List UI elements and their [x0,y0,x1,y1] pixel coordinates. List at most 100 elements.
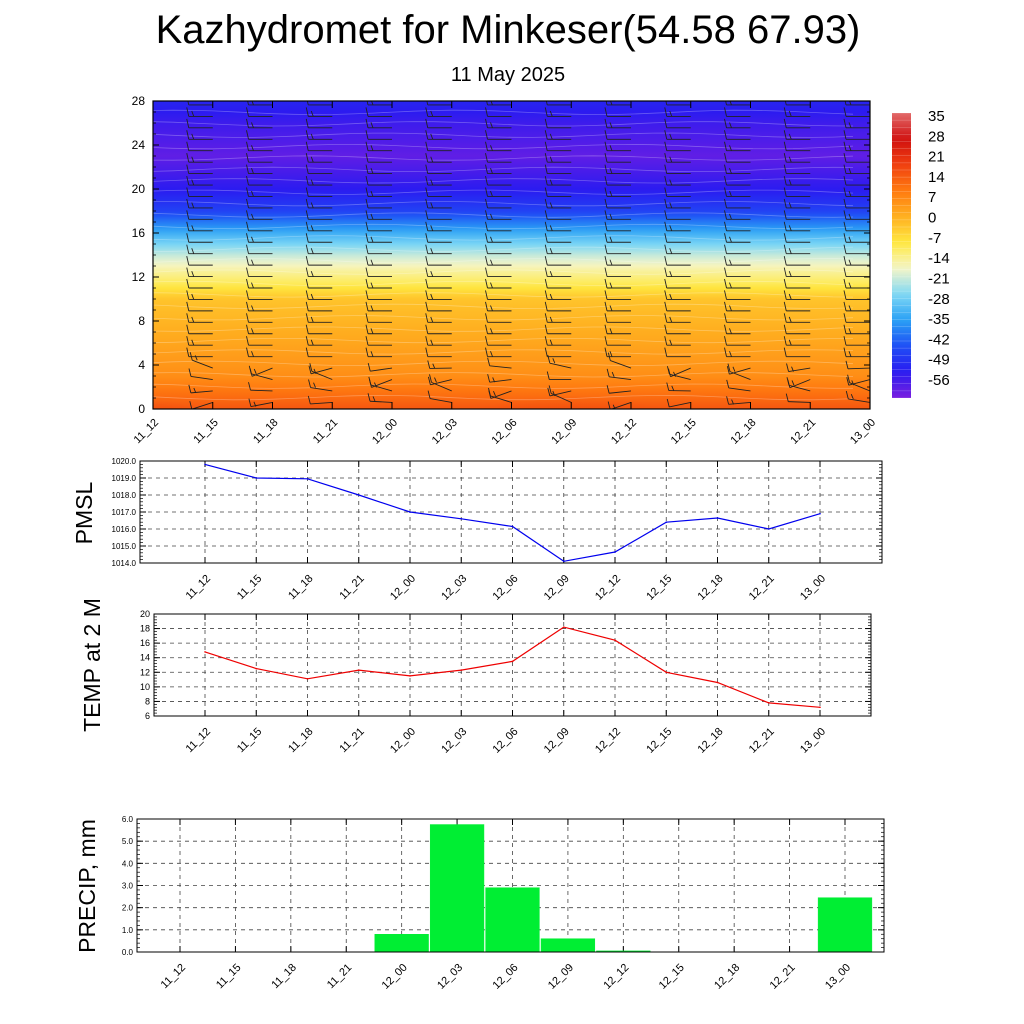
y-axis-label: PRECIP, mm [74,819,100,953]
x-tick-label: 12_15 [669,417,699,447]
pmsl-point [204,463,206,466]
wind-barb [425,233,452,243]
wind-barb [604,324,631,335]
wind-barb [365,336,392,346]
wind-barb [365,313,392,323]
colorbar-label: 28 [928,128,945,145]
y-tick-label: 8 [138,314,145,328]
wind-barb [544,175,572,186]
wind-barb [127,165,153,174]
wind-barb [485,278,512,289]
x-tick-label: 11_12 [184,726,214,756]
x-tick-label: 11_21 [337,573,367,603]
pmsl-point [306,478,309,480]
contour-line [153,246,854,252]
contour-line [153,269,854,275]
wind-barb [604,336,631,346]
temperature-height-panel: 0 4 8 12 16 20 24 28 11_12 11_15 11_18 11_21 12_00 12… [127,94,879,447]
panel-frame-top [136,818,885,953]
wind-barb [604,164,631,175]
wind-barb [783,164,811,175]
wind-barb [664,118,691,129]
pmsl-point [511,525,514,528]
x-tick-label: 12_12 [593,726,623,756]
wind-barb [369,379,393,388]
wind-barb [365,198,392,209]
wind-barb [425,313,452,323]
wind-barb [305,324,333,335]
y-tick-label: 1.0 [122,926,134,935]
wind-barb [606,385,632,394]
wind-barb [246,210,273,220]
wind-barb [545,101,572,106]
wind-barb [305,267,333,278]
wind-barb [604,233,631,243]
wind-barb [843,244,870,255]
x-tick-label: 12_03 [439,573,469,603]
wind-barb [544,301,572,312]
wind-barb [604,175,631,186]
y-tick-label: 4 [138,358,145,372]
wind-barb [544,221,572,232]
wind-barb [843,290,870,300]
wind-barb [544,118,572,129]
colorbar-label: 7 [928,189,936,206]
wind-barb [425,210,452,220]
wind-barb [365,175,392,186]
wind-barb [246,336,273,346]
temp-point [665,671,668,674]
wind-barb [305,198,333,209]
contour-line [153,166,854,173]
wind-barb [783,118,811,129]
wind-barb [365,187,392,197]
wind-barb [485,324,512,335]
wind-barb [604,107,631,117]
wind-barb [724,175,751,186]
wind-barb [843,164,870,175]
wind-barb [485,301,512,312]
precip-bar [817,897,873,953]
temp-point [409,675,411,677]
wind-barb [546,371,572,380]
wind-barb [604,221,631,232]
x-tick-label: 12_09 [546,962,576,992]
contour-line [153,383,853,389]
wind-barb [186,107,213,117]
wind-barb [485,198,512,209]
temp-point [819,706,821,709]
y-tick-label: 4.0 [122,859,134,868]
contour-line [153,143,854,150]
wind-barb [246,198,273,209]
wind-barb [783,313,811,323]
wind-barb [783,210,811,220]
y-tick-label: 1017.0 [112,508,137,517]
colorbar-label: -28 [928,291,950,308]
wind-barb [724,221,751,232]
pmsl-panel: 1014.0 1015.0 1016.0 1017.0 1018.0 1019.0 1020… [71,457,883,603]
wind-barb [724,301,751,312]
wind-barb [127,119,153,128]
wind-barb [365,267,392,278]
wind-barb [664,210,691,220]
wind-barb [246,290,273,300]
wind-barb [246,347,273,358]
wind-barb [427,390,452,403]
wind-barb [725,101,751,106]
wind-barb [485,267,512,278]
wind-barb [365,153,392,163]
x-tick-label: 12_03 [430,417,460,447]
wind-barb [843,221,870,232]
wind-barb [664,221,691,232]
wind-barb [305,107,333,117]
x-tick-label: 12_09 [549,417,579,447]
wind-barb [724,187,751,197]
wind-barb [664,313,691,323]
wind-barb [186,130,213,140]
wind-barb [425,324,452,335]
y-tick-label: 20 [140,609,150,619]
wind-barb [305,175,333,186]
wind-barb [425,141,452,152]
wind-barb [308,379,333,392]
wind-barb [247,101,273,106]
